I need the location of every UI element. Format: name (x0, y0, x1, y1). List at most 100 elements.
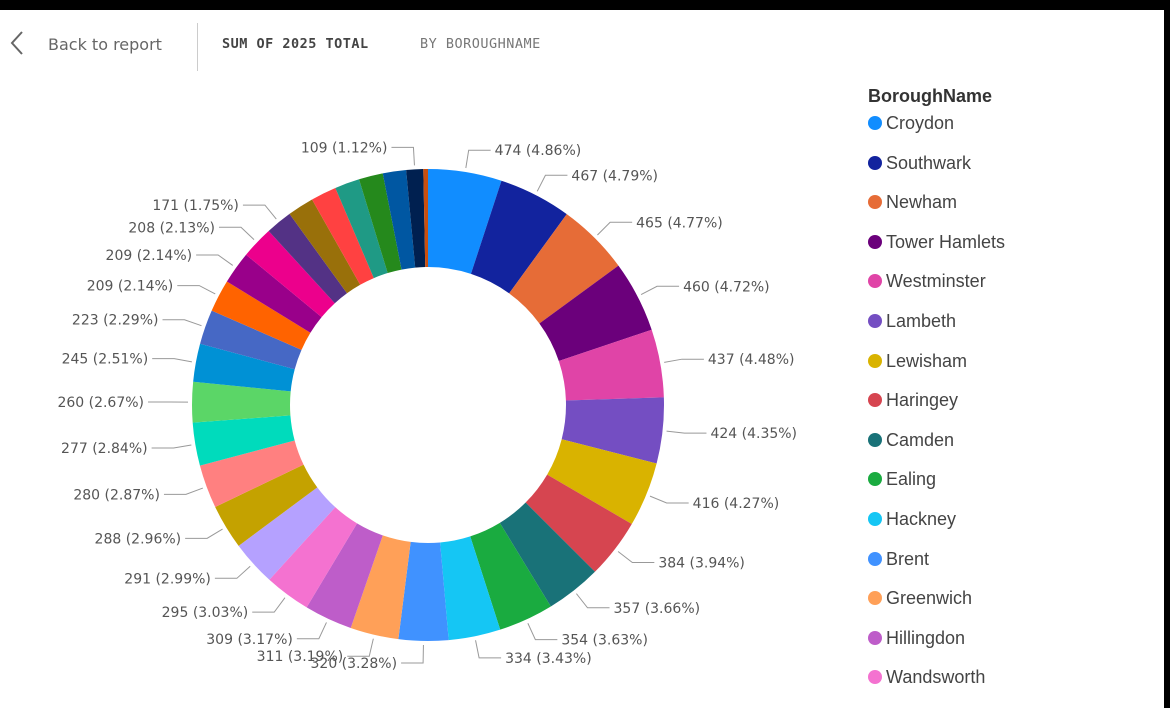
leader-line (162, 319, 202, 327)
legend-marker (868, 234, 882, 249)
leader-line (391, 146, 415, 166)
legend-item[interactable]: Croydon (868, 113, 1005, 153)
donut-slice[interactable] (335, 179, 388, 279)
legend-label: Croydon (886, 113, 955, 133)
donut-slice[interactable] (428, 169, 502, 274)
donut-slice[interactable] (350, 535, 411, 640)
legend-marker (868, 195, 882, 210)
donut-slice[interactable] (226, 254, 322, 333)
donut-slice[interactable] (268, 213, 348, 304)
data-label: 354 (3.63%) (561, 633, 648, 649)
legend-label: Greenwich (886, 588, 973, 609)
legend-item[interactable]: Greenwich (868, 588, 1005, 628)
donut-slice[interactable] (440, 536, 501, 641)
data-label: 208 (2.13%) (128, 220, 215, 236)
data-label: 334 (3.43%) (505, 651, 592, 667)
leader-line (196, 254, 234, 266)
legend-label: Westminster (886, 271, 986, 292)
donut-slice[interactable] (547, 439, 657, 524)
leader-line (401, 644, 424, 664)
leader-line (527, 623, 558, 641)
legend-marker (868, 313, 882, 328)
legend-item[interactable]: Camden (868, 430, 1005, 470)
leader-line (576, 593, 610, 609)
donut-slice[interactable] (509, 214, 619, 324)
data-label: 460 (4.72%) (683, 279, 770, 295)
data-label: 309 (3.17%) (206, 632, 293, 648)
data-label: 357 (3.66%) (614, 601, 701, 617)
visual-title-measure: SUM OF 2025 TOTAL (222, 36, 369, 52)
leader-line (649, 495, 689, 504)
donut-slice[interactable] (359, 173, 402, 274)
donut-slice[interactable] (382, 170, 416, 270)
legend-item[interactable]: Lewisham (868, 351, 1005, 391)
donut-slice[interactable] (211, 281, 311, 350)
legend-item[interactable]: Newham (868, 192, 1005, 232)
legend-marker (868, 353, 882, 368)
legend-item[interactable]: Ealing (868, 469, 1005, 509)
legend-label: Tower Hamlets (886, 231, 1006, 252)
legend-marker (868, 511, 882, 526)
legend-item[interactable]: Southwark (868, 153, 1005, 193)
legend-marker (868, 432, 882, 447)
leader-line (296, 622, 327, 640)
header-divider (197, 23, 198, 71)
legend-item[interactable]: Brent (868, 549, 1005, 589)
donut-slice[interactable] (238, 487, 336, 580)
donut-slice[interactable] (306, 523, 383, 628)
data-label: 437 (4.48%) (708, 352, 795, 368)
donut-slice[interactable] (398, 541, 449, 641)
data-label: 223 (2.29%) (72, 313, 159, 329)
leader-line (347, 638, 374, 657)
donut-slice[interactable] (499, 502, 595, 607)
donut-slice[interactable] (193, 343, 295, 392)
data-label: 171 (1.75%) (152, 198, 239, 214)
donut-slice[interactable] (246, 230, 335, 318)
donut-slice[interactable] (289, 199, 361, 294)
legend-item[interactable]: Haringey (868, 390, 1005, 430)
data-label: 384 (3.94%) (658, 556, 745, 572)
donut-slice[interactable] (470, 522, 551, 630)
legend-item[interactable]: Hillingdon (868, 628, 1005, 668)
donut-slice[interactable] (406, 169, 426, 268)
data-label: 311 (3.19%) (257, 649, 344, 665)
donut-slice[interactable] (558, 329, 664, 401)
donut-slice[interactable] (215, 464, 318, 546)
leader-line (252, 597, 286, 613)
legend-label: Lambeth (886, 310, 957, 331)
data-label: 109 (1.12%) (301, 140, 388, 156)
legend-marker (868, 155, 882, 170)
visual-header: Back to report SUM OF 2025 TOTAL BY BORO… (0, 10, 1164, 71)
legend-item[interactable]: Lambeth (868, 311, 1005, 351)
chevron-left-icon[interactable] (8, 30, 28, 56)
data-label: 474 (4.86%) (495, 143, 582, 159)
donut-slice[interactable] (312, 187, 374, 285)
data-label: 209 (2.14%) (87, 279, 174, 295)
legend-item[interactable]: Tower Hamlets (868, 232, 1005, 272)
data-label: 288 (2.96%) (95, 531, 182, 547)
donut-slice[interactable] (423, 169, 428, 268)
donut-slice[interactable] (199, 440, 304, 508)
leader-line (242, 204, 277, 220)
legend-item[interactable]: Wandsworth (868, 667, 1005, 707)
back-to-report-button[interactable]: Back to report (48, 35, 162, 54)
legend-marker (868, 393, 882, 408)
legend-label: Haringey (886, 390, 959, 411)
legend-label: Newham (886, 192, 958, 213)
donut-slice[interactable] (269, 507, 358, 608)
report-page: Back to report SUM OF 2025 TOTAL BY BORO… (0, 10, 1164, 708)
donut-slice[interactable] (525, 474, 632, 572)
donut-slice[interactable] (192, 415, 295, 466)
legend-label: Wandsworth (886, 667, 986, 688)
legend-marker (868, 472, 882, 487)
donut-slice[interactable] (561, 397, 664, 464)
data-label: 465 (4.77%) (636, 215, 723, 231)
leader-line (465, 149, 491, 169)
donut-slice[interactable] (192, 381, 291, 423)
donut-slice[interactable] (470, 180, 567, 294)
donut-slice[interactable] (200, 310, 302, 370)
legend-item[interactable]: Westminster (868, 271, 1005, 311)
legend-item[interactable]: Hackney (868, 509, 1005, 549)
donut-slice[interactable] (539, 265, 652, 362)
legend-marker (868, 551, 882, 566)
